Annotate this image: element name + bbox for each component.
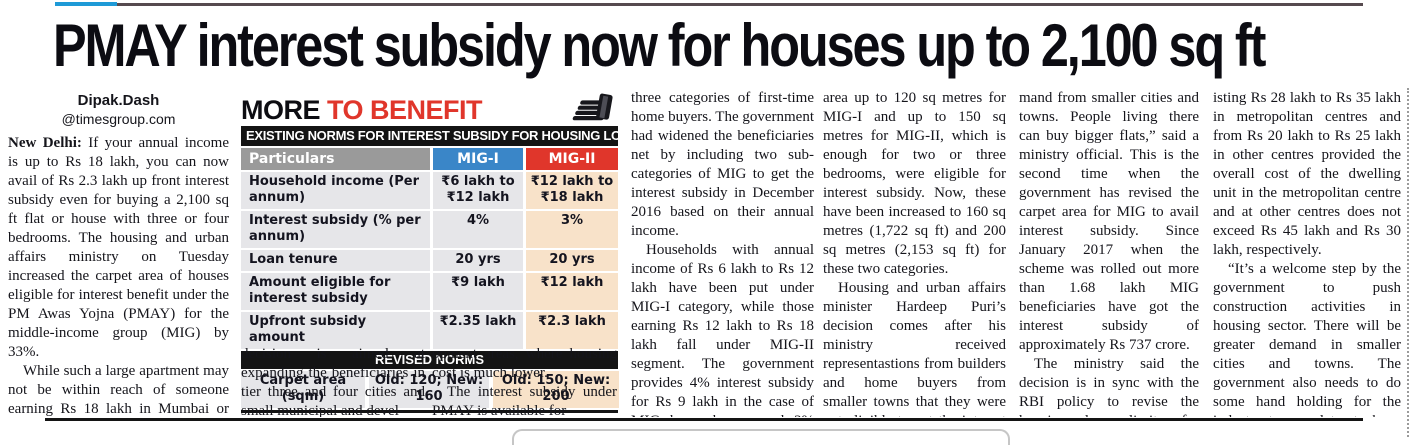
table-cell-mig2: 20 yrs — [526, 250, 618, 271]
infobox-more-to-benefit: MORE TO BENEFIT EXISTING NORMS FOR INTERE… — [241, 93, 619, 413]
paragraph: area up to 120 sq metres for MIG-I and u… — [823, 90, 1006, 277]
dateline: New Delhi: — [8, 135, 82, 151]
byline: Dipak.Dash @timesgroup.com — [8, 92, 229, 127]
revised-row-label: Carpet area (sqm) — [241, 371, 365, 408]
body-column-7: isting Rs 28 lakh to Rs 35 lakh in metro… — [1213, 89, 1401, 417]
byline-handle: @timesgroup.com — [61, 111, 176, 127]
infobox-subtitle: EXISTING NORMS FOR INTEREST SUBSIDY FOR … — [241, 126, 618, 146]
infobox-title: MORE TO BENEFIT — [241, 95, 618, 125]
table-row-label: Amount eligible for interest subsidy — [241, 273, 430, 310]
infobox-title-black: MORE — [241, 95, 321, 125]
body-column-3: opment areas, where housing cost is much… — [432, 345, 617, 417]
table-cell-mig1: ₹9 lakh — [433, 273, 523, 310]
table-cell-mig1: ₹2.35 lakh — [433, 312, 523, 349]
table-row-label: Interest subsidy (% per annum) — [241, 211, 430, 248]
table-cell-mig1: 20 yrs — [433, 250, 523, 271]
headline: PMAY interest subsidy now for houses up … — [53, 12, 1266, 79]
body-column-5: area up to 120 sq metres for MIG-I and u… — [823, 89, 1006, 417]
banknotes-stack-icon — [568, 93, 616, 128]
revised-norms-row: Carpet area (sqm) Old: 120; New: 160 Old… — [241, 371, 619, 408]
infobox-bottom-rule — [241, 410, 618, 413]
body-column-6: mand from smaller cities and towns. Peop… — [1019, 89, 1199, 417]
paragraph: New Delhi: If your annual income is up t… — [8, 135, 229, 360]
infobox-title-red: TO BENEFIT — [327, 95, 483, 125]
body-column-2: decision is aimed at expanding the benef… — [241, 345, 425, 417]
table-row-label: Household income (Per annum) — [241, 172, 430, 209]
column-divider-dotted — [1407, 88, 1409, 437]
top-rule — [117, 3, 1363, 6]
revised-cell-mig2: Old: 150; New: 200 — [493, 371, 619, 408]
paragraph: Households with annual income of Rs 6 la… — [631, 242, 814, 417]
revised-norms-bar: REVISED NORMS — [241, 351, 618, 369]
paragraph: isting Rs 28 lakh to Rs 35 lakh in metro… — [1213, 90, 1401, 258]
paragraph: decision is aimed at expanding the benef… — [241, 346, 425, 417]
column-header-mig1: MIG-I — [433, 148, 523, 170]
paragraph: The interest subsidy under PMAY is avail… — [432, 384, 617, 417]
paragraph: opment areas, where housing cost is much… — [432, 346, 617, 381]
paragraph: three categories of first-time home buye… — [631, 90, 814, 239]
column-header-particulars: Particulars — [241, 148, 430, 170]
column-header-mig2: MIG-II — [526, 148, 618, 170]
paragraph: “It’s a welcome step by the government t… — [1213, 261, 1401, 417]
body-column-4: three categories of first-time home buye… — [631, 89, 814, 417]
paragraph: While such a large apartment may not be … — [8, 363, 229, 416]
paragraph: Housing and urban affairs minister Harde… — [823, 280, 1006, 417]
table-cell-mig2: 3% — [526, 211, 618, 248]
infobox-table: Particulars MIG-I MIG-II Household incom… — [241, 148, 618, 349]
table-row-label: Upfront subsidy amount — [241, 312, 430, 349]
table-cell-mig1: 4% — [433, 211, 523, 248]
paragraph: The ministry said the decision is in syn… — [1019, 356, 1199, 417]
table-cell-mig2: ₹12 lakh to ₹18 lakh — [526, 172, 618, 209]
bottom-rule — [45, 418, 1363, 421]
revised-cell-mig1: Old: 120; New: 160 — [369, 371, 489, 408]
infobox-titlebar: MORE TO BENEFIT — [241, 93, 618, 128]
table-row-label: Loan tenure — [241, 250, 430, 271]
paragraph: mand from smaller cities and towns. Peop… — [1019, 90, 1199, 353]
table-cell-mig2: ₹12 lakh — [526, 273, 618, 310]
next-article-box-edge — [512, 429, 1010, 445]
body-column-1: New Delhi: If your annual income is up t… — [8, 134, 229, 416]
table-cell-mig2: ₹2.3 lakh — [526, 312, 618, 349]
top-rule-blue-segment — [55, 2, 117, 6]
byline-author: Dipak.Dash — [77, 92, 160, 109]
table-cell-mig1: ₹6 lakh to ₹12 lakh — [433, 172, 523, 209]
